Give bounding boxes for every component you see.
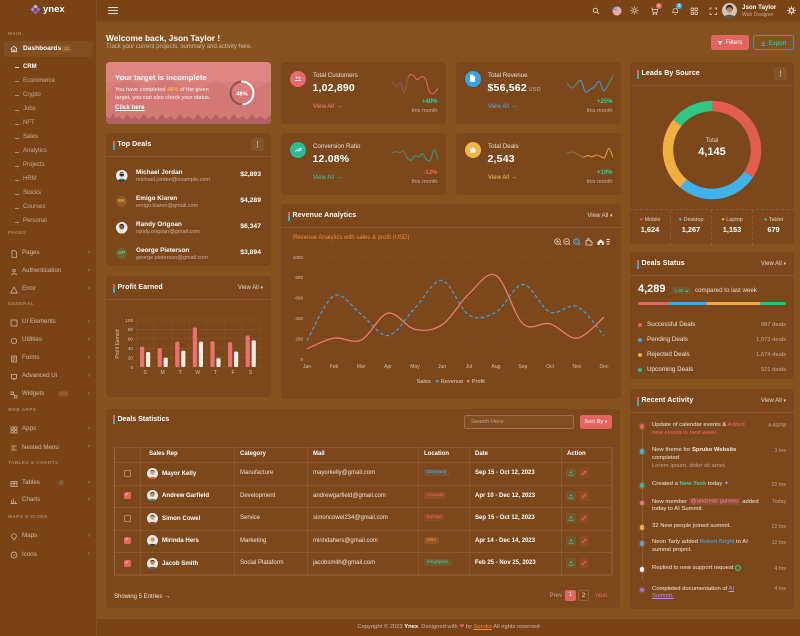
svg-text:F: F <box>231 370 234 376</box>
svg-text:Jun: Jun <box>438 364 446 370</box>
svg-text:0: 0 <box>130 365 133 370</box>
svg-text:Apr: Apr <box>384 364 392 370</box>
svg-text:Feb: Feb <box>330 364 339 370</box>
svg-text:20: 20 <box>128 355 134 360</box>
svg-text:200: 200 <box>295 336 303 341</box>
svg-text:S: S <box>249 370 253 376</box>
svg-text:T: T <box>214 370 217 376</box>
svg-text:Jul: Jul <box>466 364 472 370</box>
svg-text:Dec: Dec <box>600 364 609 370</box>
svg-text:1000: 1000 <box>293 255 304 260</box>
svg-text:600: 600 <box>295 296 303 301</box>
svg-text:60: 60 <box>128 337 134 342</box>
svg-text:Oct: Oct <box>546 364 554 370</box>
svg-text:400: 400 <box>295 316 303 321</box>
svg-text:Mar: Mar <box>357 364 366 370</box>
svg-text:T: T <box>179 370 182 376</box>
svg-text:May: May <box>410 364 420 370</box>
svg-text:M: M <box>161 370 165 376</box>
svg-text:40: 40 <box>128 346 134 351</box>
svg-text:80: 80 <box>128 327 134 332</box>
svg-text:100: 100 <box>125 318 133 323</box>
svg-text:48%: 48% <box>236 91 248 97</box>
svg-text:Profit Earned: Profit Earned <box>115 329 121 358</box>
svg-text:0: 0 <box>300 357 303 362</box>
svg-text:Aug: Aug <box>492 364 501 370</box>
svg-text:S: S <box>143 370 147 376</box>
svg-text:800: 800 <box>295 275 303 280</box>
svg-text:Jan: Jan <box>303 364 311 370</box>
svg-text:Nov: Nov <box>573 364 582 370</box>
svg-text:Sep: Sep <box>519 364 528 370</box>
svg-text:W: W <box>195 370 200 376</box>
